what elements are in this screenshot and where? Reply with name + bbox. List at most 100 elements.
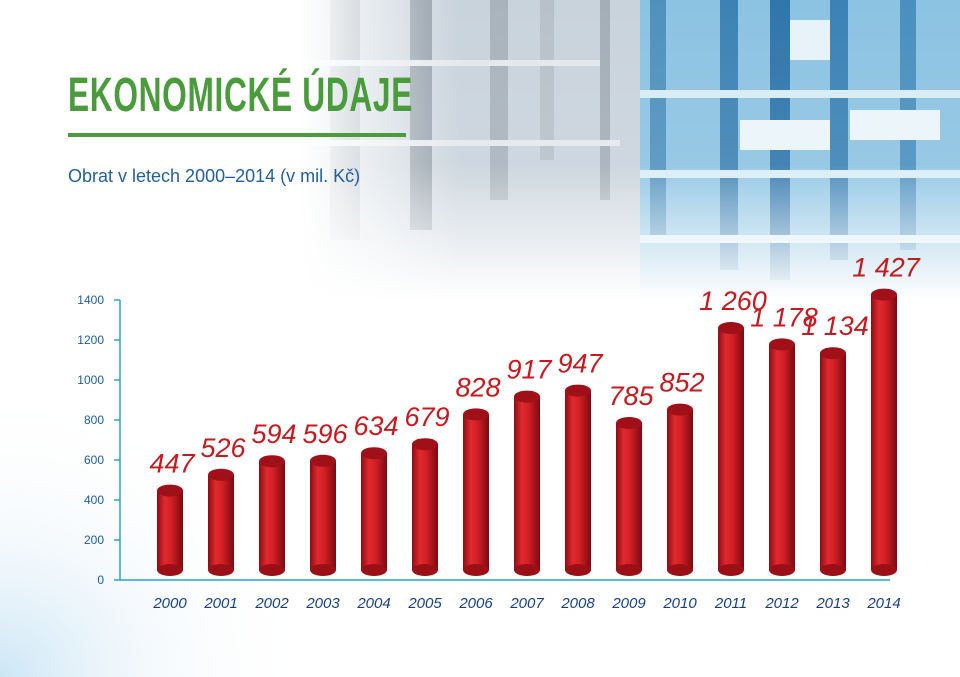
bar-body — [310, 460, 336, 570]
bar-body — [259, 461, 285, 570]
bar — [565, 384, 591, 576]
y-tick-label: 1000 — [77, 373, 104, 387]
bar-cap — [412, 438, 438, 451]
bar-base — [565, 564, 591, 576]
y-tick-label: 0 — [97, 573, 104, 587]
data-label: 785 — [608, 381, 654, 411]
x-tick-label: 2001 — [203, 595, 237, 612]
bar — [667, 403, 693, 576]
bar — [616, 417, 642, 576]
title-underline — [68, 133, 406, 137]
bar-body — [412, 444, 438, 570]
data-label: 828 — [455, 372, 500, 402]
x-axis-ticks: 2000 2001 2002 2003 2004 2005 2006 2007 2008 2009… — [152, 595, 900, 612]
bar-body — [463, 414, 489, 570]
bar-base — [718, 564, 744, 576]
x-tick-label: 2002 — [254, 595, 289, 612]
data-label: 852 — [659, 368, 704, 398]
x-tick-label: 2005 — [407, 595, 442, 612]
bar — [514, 390, 540, 576]
data-label: 679 — [404, 402, 449, 432]
bar-body — [208, 474, 234, 570]
y-tick-label: 1400 — [77, 293, 104, 307]
x-tick-label: 2008 — [560, 595, 595, 612]
data-label: 594 — [251, 419, 296, 449]
bar-body — [871, 294, 897, 570]
bar-base — [310, 564, 336, 576]
bar-cap — [769, 338, 795, 351]
data-label: 447 — [149, 449, 195, 479]
bar-base — [667, 564, 693, 576]
data-label: 917 — [506, 355, 552, 385]
chart-subtitle: Obrat v letech 2000–2014 (v mil. Kč) — [68, 166, 361, 186]
bar-body — [820, 353, 846, 570]
bar-cap — [310, 454, 336, 467]
bar-body — [565, 390, 591, 570]
bar-body — [361, 453, 387, 570]
y-axis-ticks: 0 200 400 600 800 1000 1200 1400 — [77, 293, 120, 587]
data-label: 634 — [353, 411, 398, 441]
bar — [871, 288, 897, 576]
data-label: 526 — [200, 433, 246, 463]
data-label: 1 427 — [852, 253, 921, 283]
x-tick-label: 2003 — [305, 595, 340, 612]
bar — [259, 455, 285, 576]
bar-cap — [565, 384, 591, 397]
bar-cap — [514, 390, 540, 403]
bar — [769, 338, 795, 576]
y-tick-label: 800 — [84, 413, 104, 427]
bar-body — [718, 328, 744, 570]
bar-base — [208, 564, 234, 576]
x-tick-label: 2007 — [509, 595, 544, 612]
x-tick-label: 2014 — [866, 595, 900, 612]
y-tick-label: 200 — [84, 533, 104, 547]
bar-base — [616, 564, 642, 576]
bar-cap — [616, 417, 642, 429]
bar-base — [514, 564, 540, 576]
x-tick-label: 2000 — [152, 595, 187, 612]
bar-body — [616, 423, 642, 570]
bar-base — [463, 564, 489, 576]
bar-base — [871, 564, 897, 576]
bar-cap — [463, 408, 489, 421]
data-label: 1 260 — [699, 286, 767, 316]
photo-area — [0, 0, 960, 300]
bar — [820, 347, 846, 576]
x-tick-label: 2013 — [815, 595, 850, 612]
x-tick-label: 2006 — [458, 595, 493, 612]
bar — [718, 322, 744, 576]
data-label: 1 134 — [801, 311, 869, 341]
bar-cap — [718, 322, 744, 334]
bar-body — [667, 409, 693, 570]
bar — [412, 438, 438, 576]
data-label: 947 — [557, 349, 603, 379]
bar-cap — [667, 403, 693, 416]
bar-cap — [208, 468, 234, 481]
bar-base — [820, 564, 846, 576]
x-tick-label: 2012 — [764, 595, 799, 612]
y-tick-label: 600 — [84, 453, 104, 467]
bar-base — [412, 564, 438, 576]
bar — [208, 468, 234, 576]
y-tick-label: 1200 — [77, 333, 104, 347]
bar-cap — [157, 484, 183, 497]
bar-body — [157, 490, 183, 570]
page-title: EKONOMICKÉ ÚDAJE — [68, 69, 413, 122]
y-tick-label: 400 — [84, 493, 104, 507]
bars — [157, 288, 897, 576]
bar-cap — [361, 447, 387, 460]
bar-base — [361, 564, 387, 576]
bar — [361, 447, 387, 576]
x-tick-label: 2004 — [356, 595, 390, 612]
bar-cap — [820, 347, 846, 360]
x-tick-label: 2010 — [662, 595, 697, 612]
bar-body — [514, 396, 540, 570]
bar — [310, 454, 336, 576]
bar-cap — [871, 288, 897, 301]
data-label: 596 — [302, 419, 348, 449]
bar-base — [259, 564, 285, 576]
data-label: 1 178 — [750, 302, 818, 332]
bar — [463, 408, 489, 576]
